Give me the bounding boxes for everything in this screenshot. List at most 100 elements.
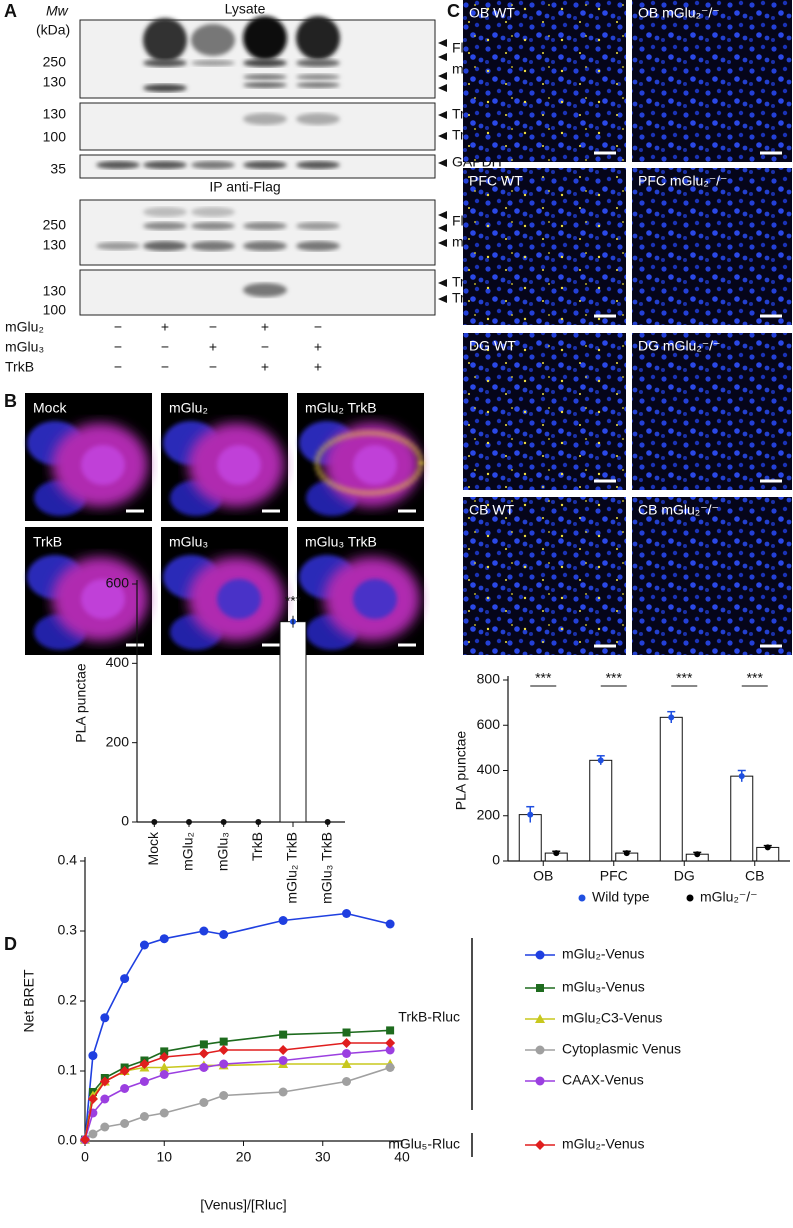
micrograph: [632, 333, 792, 490]
y-tick-label: 200: [106, 733, 130, 749]
x-tick-label: 20: [236, 1149, 252, 1165]
data-point: [100, 1094, 110, 1104]
significance: ***: [747, 670, 764, 686]
legend-label: mGlu₂C3-Venus: [562, 1010, 662, 1026]
blot-band: [191, 60, 235, 66]
data-point: [139, 1059, 150, 1069]
data-point: [159, 1052, 170, 1062]
micrograph-label: Mock: [33, 400, 67, 416]
blot-band: [243, 113, 287, 125]
micrograph-label: CB mGlu₂⁻/⁻: [638, 502, 719, 518]
x-tick-label: mGlu₃: [214, 832, 230, 871]
blot-band: [243, 16, 287, 60]
y-tick-label: 600: [106, 575, 130, 591]
x-tick-label: CB: [745, 868, 764, 884]
micrograph-content: [299, 555, 420, 650]
blot-band: [296, 59, 340, 67]
data-point: [385, 1063, 395, 1072]
cell-nucleus: [353, 445, 397, 485]
arrowhead: [438, 224, 447, 232]
data-point: [159, 1108, 169, 1118]
legend-marker: [686, 894, 694, 902]
x-tick-label: mGlu₂: [180, 832, 196, 871]
panel-letter: B: [4, 391, 17, 411]
bar: [730, 775, 754, 862]
cell-nucleus: [81, 445, 125, 485]
lane-label: mGlu₂: [5, 319, 44, 335]
blot-band: [243, 241, 287, 251]
blot-band: [143, 241, 187, 251]
lane-sign: −: [209, 319, 217, 335]
legend-label: mGlu₂⁻/⁻: [700, 889, 758, 905]
blot-band: [243, 74, 287, 80]
data-point: [219, 930, 229, 939]
bar: [659, 716, 683, 862]
arrowhead: [438, 279, 447, 287]
data-point: [278, 1045, 289, 1055]
blot: [79, 102, 436, 151]
data-point: [278, 916, 288, 925]
blot-band: [296, 113, 340, 125]
mw-marker: 250: [43, 217, 67, 233]
lane-sign: +: [261, 359, 269, 375]
micrograph-label: PFC mGlu₂⁻/⁻: [638, 173, 727, 189]
data-point: [386, 1026, 395, 1035]
micrograph-label: mGlu₂ TrkB: [305, 400, 377, 416]
micrograph-label: TrkB: [33, 534, 62, 550]
significance: ***: [285, 592, 302, 608]
data-point: [279, 1030, 288, 1039]
micrograph-label: mGlu₃: [169, 534, 208, 550]
x-tick-label: TrkB: [249, 832, 265, 861]
micrograph-label: DG mGlu₂⁻/⁻: [638, 338, 720, 354]
blot-band: [296, 82, 340, 88]
micrograph-label: OB mGlu₂⁻/⁻: [638, 5, 720, 21]
mw-marker: 250: [43, 54, 67, 70]
x-tick-label: mGlu₂ TrkB: [284, 832, 300, 904]
micrograph-label: CB WT: [469, 502, 515, 518]
micrograph-content: [163, 421, 284, 516]
data-point: [219, 1091, 229, 1100]
panel-b: B Mock mGlu₂ mGlu₂ TrkB TrkB mGlu₃ mGlu₃ TrkB 0…: [4, 391, 424, 904]
data-point: [160, 1047, 169, 1056]
y-tick-label: 0.1: [58, 1062, 78, 1078]
arrowhead: [438, 72, 447, 80]
x-tick-label: OB: [533, 868, 553, 884]
legend-group-label: TrkB-Rluc: [398, 1009, 460, 1025]
blot-band: [191, 241, 235, 251]
legend-label: Wild type: [592, 889, 650, 905]
y-axis-label: Net BRET: [21, 969, 37, 1032]
micrograph-label: mGlu₃ TrkB: [305, 534, 377, 550]
y-tick-label: 0.3: [58, 922, 78, 938]
x-tick-label: 0: [81, 1149, 89, 1165]
blot-band: [243, 82, 287, 88]
micrograph-label: PFC WT: [469, 173, 523, 189]
data-point: [342, 1028, 351, 1037]
data-point: [219, 1037, 228, 1046]
lane-label: TrkB: [5, 359, 34, 375]
y-tick-label: 0: [121, 813, 129, 829]
bar: [589, 759, 613, 862]
blot-band: [243, 161, 287, 169]
mw-marker: 100: [43, 302, 67, 318]
data-point: [99, 1076, 110, 1087]
y-tick-label: 0.0: [58, 1132, 78, 1148]
bar: [279, 621, 307, 823]
pla-signal: [463, 0, 626, 162]
series-line: [84, 912, 391, 1140]
data-point: [341, 1038, 352, 1048]
micrograph-content: [27, 421, 148, 516]
data-point: [199, 1063, 209, 1072]
micrograph-content: [27, 555, 148, 650]
mw-marker: 130: [43, 283, 67, 299]
cell-nucleus: [217, 445, 261, 485]
arrowhead: [438, 111, 447, 119]
data-point: [159, 1070, 169, 1079]
blot-band: [296, 74, 340, 80]
lane-sign: −: [114, 339, 122, 355]
arrowhead: [438, 295, 447, 303]
lane-sign: −: [314, 319, 322, 335]
y-tick-label: 0.4: [58, 852, 78, 868]
x-tick-label: Mock: [145, 831, 161, 865]
data-point: [120, 974, 130, 984]
